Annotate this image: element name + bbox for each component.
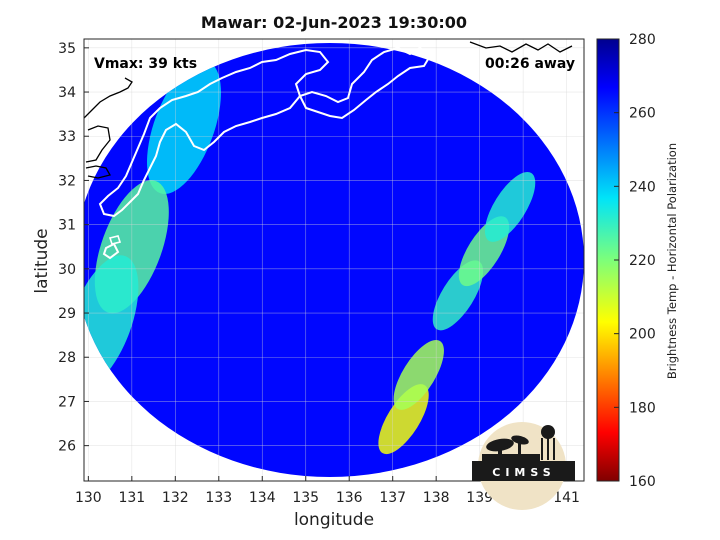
x-tick-label: 131	[118, 490, 145, 506]
y-tick-label: 27	[58, 394, 76, 410]
y-tick-label: 33	[58, 129, 76, 145]
y-axis-label: latitude	[32, 228, 52, 294]
cimss-logo: CIMSS	[472, 422, 575, 510]
time-away-annotation: 00:26 away	[485, 56, 575, 72]
x-tick-label: 133	[205, 490, 232, 506]
colorbar-tick-label: 280	[629, 32, 656, 48]
chart-title: Mawar: 02-Jun-2023 19:30:00	[200, 13, 468, 32]
y-tick-label: 32	[58, 173, 76, 189]
coastline-kii-peninsula	[298, 46, 432, 120]
x-tick-label: 137	[379, 490, 406, 506]
colorbar-tick-label: 180	[629, 400, 656, 416]
swath-feature-shape	[84, 255, 139, 389]
x-tick-label: 138	[423, 490, 450, 506]
logo-text: CIMSS	[492, 466, 555, 479]
logo-silhouette	[482, 425, 555, 462]
colorbar-ticks: 160 180 200 220 240 260 280	[614, 32, 656, 490]
axes: 130131132133134135136137138139140141 262…	[58, 38, 585, 506]
x-tick-label: 130	[75, 490, 102, 506]
x-tick-label: 134	[249, 490, 276, 506]
coastline-islands-outer	[85, 125, 111, 163]
y-tick-label: 34	[58, 85, 76, 101]
coastline-kyushu-shikoku	[98, 48, 330, 218]
y-tick-label: 31	[58, 218, 76, 234]
colorbar-tick-label: 200	[629, 327, 656, 343]
y-tick-label: 26	[58, 439, 76, 455]
y-axis-ticks: 26 27 28 29 30 31 32 33 34 35	[58, 41, 89, 455]
colorbar-label: Brightness Temp - Horizontal Polarizatio…	[665, 142, 679, 380]
swath-feature-shape	[147, 60, 221, 194]
y-tick-label: 35	[58, 41, 76, 57]
grid	[84, 39, 584, 481]
y-tick-label: 28	[58, 350, 76, 366]
coastline-honshu-outer	[469, 41, 573, 53]
plot-frame	[83, 38, 585, 482]
coastlines	[84, 41, 573, 260]
x-axis-label: longitude	[293, 510, 375, 530]
brightness-swath	[84, 43, 584, 477]
coastline-islet	[108, 235, 122, 245]
swath-feature-5	[147, 60, 221, 194]
coastline-small-island	[102, 242, 120, 260]
coastline-kyushu-outer	[84, 77, 133, 119]
x-tick-label: 136	[336, 490, 363, 506]
y-tick-label: 30	[58, 262, 76, 278]
colorbar: 160 180 200 220 240 260 280	[596, 32, 656, 490]
colorbar-gradient	[597, 39, 619, 481]
x-tick-label: 141	[553, 490, 580, 506]
colorbar-tick-label: 260	[629, 106, 656, 122]
x-tick-label: 132	[162, 490, 189, 506]
y-tick-label: 29	[58, 306, 76, 322]
logo-bar	[472, 461, 575, 481]
x-axis-ticks: 130131132133134135136137138139140141	[75, 476, 580, 506]
colorbar-tick-label: 240	[629, 179, 656, 195]
x-tick-label: 135	[292, 490, 319, 506]
swath-feature-7	[84, 255, 139, 389]
colorbar-tick-label: 160	[629, 474, 656, 490]
coastline-islet-outer	[85, 165, 111, 179]
x-tick-label: 139	[466, 490, 493, 506]
vmax-annotation: Vmax: 39 kts	[94, 56, 197, 72]
colorbar-tick-label: 220	[629, 253, 656, 269]
